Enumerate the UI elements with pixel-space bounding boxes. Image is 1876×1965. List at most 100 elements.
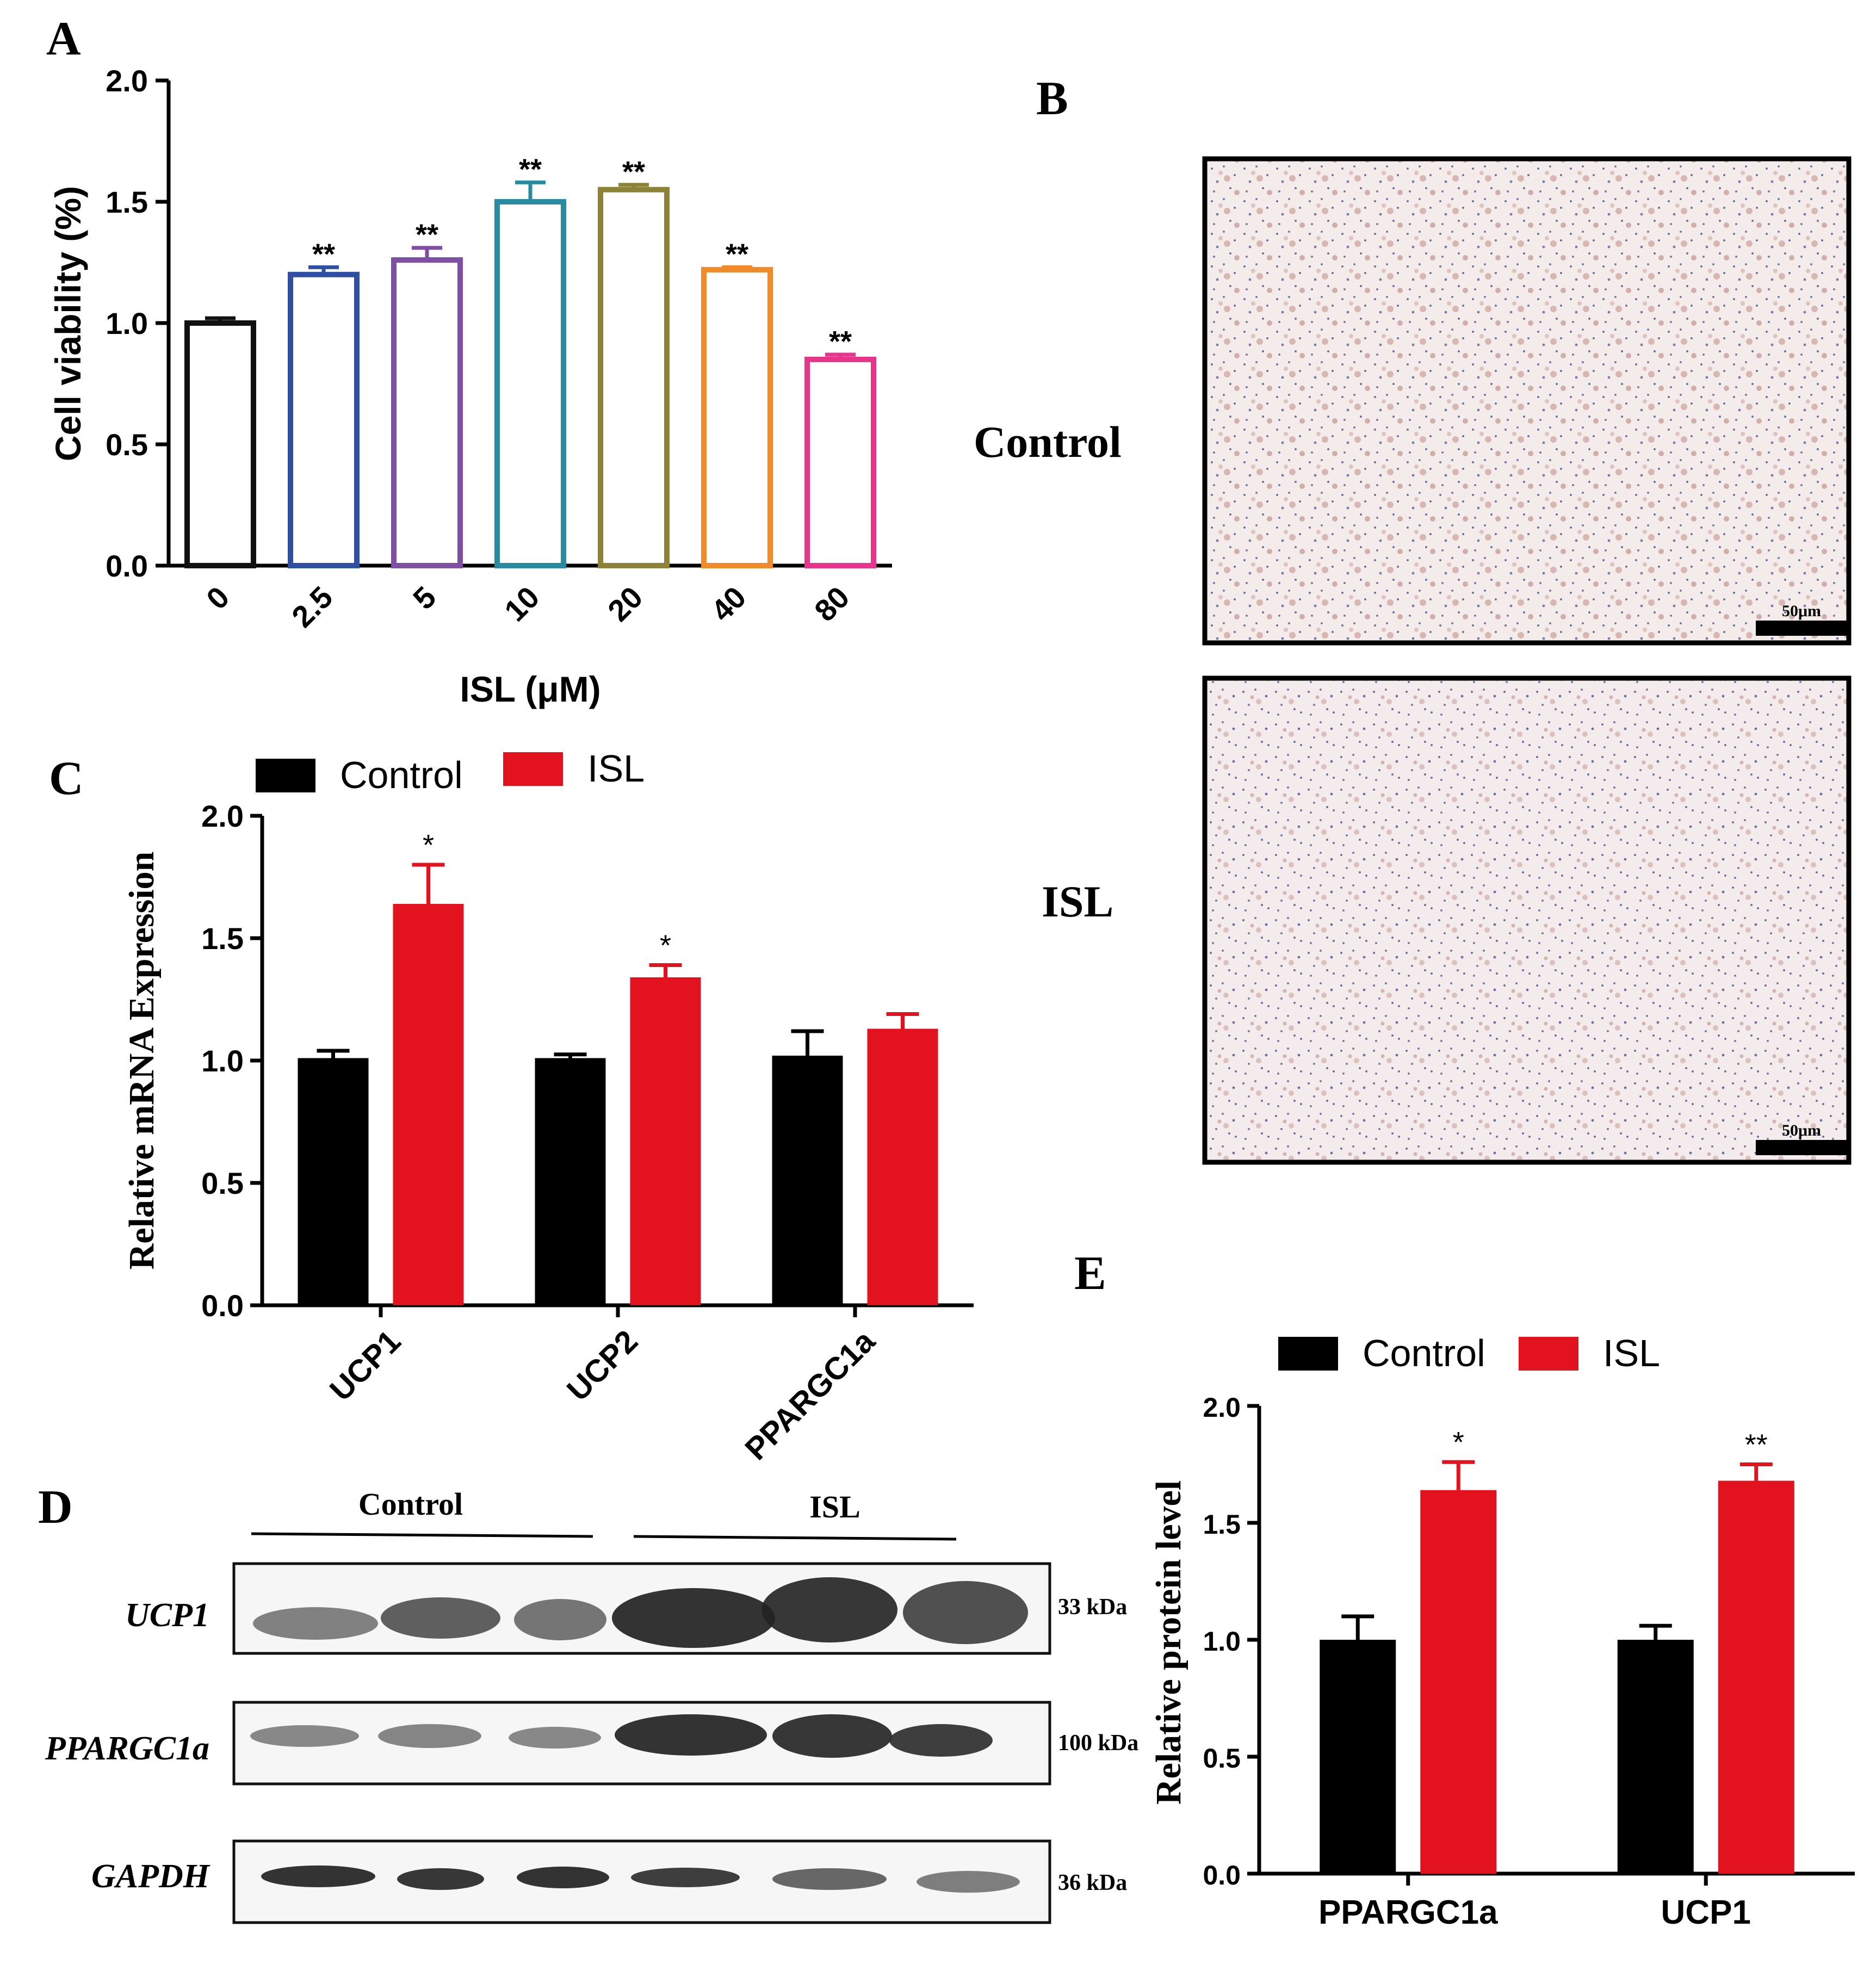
significance-label: **: [312, 238, 335, 270]
y-tick-label: 0.0: [106, 549, 148, 583]
scale-bar-isl: [1756, 1140, 1847, 1155]
blot-band: [381, 1597, 500, 1639]
bar: [701, 266, 773, 568]
blot-band: [631, 1868, 740, 1887]
panel-c-chart: 0.0 0.5 1.0 1.5 2.0 * UCP1 * UCP2 PPARGC1a Control…: [122, 747, 974, 1467]
blot-band: [612, 1588, 775, 1648]
y-axis-label: Relative mRNA Expression: [122, 852, 162, 1270]
bar: [298, 1058, 369, 1305]
significance-label: **: [519, 153, 542, 185]
y-tick-label: 1.5: [201, 921, 244, 956]
scale-bar-label-isl: 50μm: [1782, 1121, 1821, 1139]
panel-letter-c: C: [49, 752, 84, 805]
panel-letter-e: E: [1074, 1247, 1106, 1300]
bar: [772, 1056, 843, 1305]
significance-label: *: [423, 829, 434, 861]
bar: [598, 187, 670, 568]
x-tick-label: 80: [808, 580, 856, 628]
x-tick-label: 0: [200, 580, 236, 616]
x-tick-label: UCP1: [1661, 1894, 1751, 1931]
y-tick-label: 1.5: [106, 185, 148, 219]
blot-band: [378, 1724, 481, 1748]
significance-label: *: [1453, 1426, 1464, 1459]
bar: [1320, 1640, 1396, 1874]
x-tick-label: 10: [498, 580, 546, 628]
bar: [1420, 1490, 1497, 1874]
bar: [630, 977, 701, 1305]
blot-group-control-line: [251, 1532, 593, 1538]
legend-label: ISL: [1603, 1332, 1660, 1374]
panel-letter-a: A: [46, 13, 81, 65]
x-tick-label: UCP1: [323, 1323, 407, 1408]
y-tick-label: 0.5: [201, 1166, 244, 1200]
y-axis-label: Cell viability (%): [48, 186, 88, 461]
legend-label: ISL: [587, 747, 645, 790]
blot-band: [615, 1714, 767, 1756]
bar: [804, 356, 876, 569]
blot-band: [250, 1725, 359, 1747]
x-tick-label: PPARGC1a: [1318, 1894, 1498, 1931]
blot-band: [514, 1599, 606, 1640]
x-tick-label: UCP2: [560, 1323, 645, 1408]
y-tick-label: 2.0: [201, 799, 244, 833]
micrograph-label-isl: ISL: [1042, 877, 1113, 926]
panel-d-western-blot: Control ISL UCP1 33 kDa PPARGC1a 100 kDa…: [45, 1486, 1138, 1924]
x-tick-label: 2.5: [285, 580, 339, 634]
panel-letter-d: D: [38, 1481, 73, 1534]
significance-label: **: [726, 238, 748, 270]
legend-swatch: [1519, 1337, 1578, 1371]
panel-a-chart: 0.0 0.5 1.0 1.5 2.0 0 ** 2.5 ** 5 ** 10 ** 20 ** 40 ** 80…: [48, 64, 892, 709]
blot-band: [889, 1724, 993, 1757]
micrograph-control: [1202, 156, 1852, 646]
legend-swatch: [256, 759, 315, 792]
blot-row-label-ucp1: UCP1: [125, 1597, 209, 1634]
legend-swatch: [1278, 1337, 1338, 1371]
x-axis-label: ISL (μM): [460, 669, 600, 709]
blot-band: [772, 1868, 887, 1890]
bar: [535, 1058, 606, 1305]
bar: [184, 320, 256, 568]
blot-band: [903, 1581, 1028, 1644]
bar: [288, 271, 360, 568]
x-tick-label: 20: [601, 580, 649, 628]
bar: [1718, 1480, 1794, 1874]
blot-band: [397, 1868, 484, 1890]
blot-band: [509, 1727, 601, 1749]
blot-size-ppargc1a: 100 kDa: [1058, 1731, 1138, 1756]
legend-label: Control: [340, 754, 463, 796]
x-tick-label: PPARGC1a: [738, 1323, 882, 1467]
significance-label: **: [416, 219, 438, 251]
y-axis-label: Relative protein level: [1149, 1480, 1188, 1805]
y-tick-label: 0.5: [106, 427, 148, 462]
blot-group-isl-line: [633, 1535, 957, 1541]
significance-label: **: [1745, 1429, 1768, 1461]
scale-bar-control: [1756, 621, 1847, 636]
blot-row-label-gapdh: GAPDH: [91, 1858, 210, 1895]
y-tick-label: 0.5: [1203, 1743, 1241, 1774]
y-tick-label: 1.0: [106, 306, 148, 340]
blot-band: [761, 1577, 897, 1642]
blot-band: [253, 1607, 378, 1640]
x-tick-label: 5: [406, 580, 443, 616]
blot-size-ucp1: 33 kDa: [1058, 1595, 1127, 1620]
blot-band: [917, 1871, 1020, 1893]
panel-e-chart: 0.0 0.5 1.0 1.5 2.0 * PPARGC1a ** UCP1 Control ISL…: [1149, 1332, 1855, 1931]
micrograph-isl: [1202, 675, 1852, 1165]
bar: [391, 257, 463, 569]
y-tick-label: 1.0: [1203, 1626, 1241, 1657]
blot-group-control: Control: [358, 1486, 463, 1522]
y-tick-label: 1.0: [201, 1044, 244, 1078]
blot-band: [517, 1867, 609, 1888]
micrograph-label-control: Control: [974, 417, 1122, 467]
significance-label: *: [660, 929, 671, 962]
legend-swatch: [503, 752, 563, 786]
panel-letter-b: B: [1036, 72, 1068, 125]
scale-bar-label-control: 50μm: [1782, 602, 1821, 620]
blot-size-gapdh: 36 kDa: [1058, 1870, 1127, 1895]
bar: [1617, 1640, 1694, 1874]
blot-band: [261, 1865, 375, 1887]
bar: [867, 1028, 938, 1305]
significance-label: **: [622, 156, 645, 188]
y-tick-label: 0.0: [1203, 1860, 1241, 1890]
